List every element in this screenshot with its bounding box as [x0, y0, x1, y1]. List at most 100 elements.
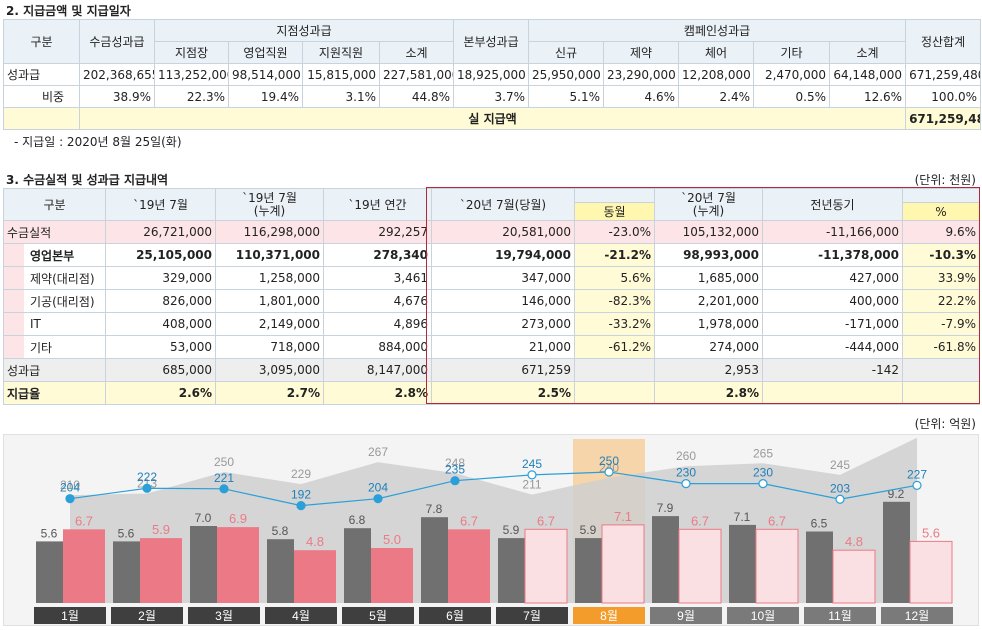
month-label: 6월 [446, 609, 464, 623]
line-point [528, 471, 536, 479]
cell: 98,993,000 [655, 244, 763, 267]
cell: 1,685,000 [655, 267, 763, 290]
bar-gray-6월 [421, 517, 448, 603]
header-jijeomjang: 지점장 [155, 42, 229, 64]
row-label: IT [4, 313, 106, 336]
bar-label-gray: 5.9 [503, 523, 520, 537]
bar-label-pink: 6.9 [229, 511, 247, 526]
cell: 12.6% [830, 86, 906, 108]
performance-table: 구분 `19년 7월 `19년 7월 (누계) `19년 연간 `20년 7월(… [3, 188, 980, 405]
line-label: 204 [60, 481, 80, 495]
cell: 146,000 [432, 290, 575, 313]
bar-pink-12월 [910, 541, 952, 603]
month-label: 1월 [61, 609, 79, 623]
bar-pink-3월 [217, 527, 259, 603]
bar-label-pink: 7.1 [614, 509, 632, 524]
line-label: 203 [830, 481, 850, 495]
bar-label-pink: 6.7 [75, 513, 93, 528]
cell: 116,298,000 [216, 221, 324, 244]
cell: 4,896 [324, 313, 432, 336]
header-gubun3: 구분 [4, 189, 106, 221]
row-label: 지급율 [4, 382, 106, 405]
cell: 113,252,000 [155, 64, 229, 86]
cell: 408,000 [106, 313, 216, 336]
row-label: 기타 [4, 336, 106, 359]
cell: 15,815,000 [303, 64, 380, 86]
month-label: 3월 [215, 609, 233, 623]
header-19jul: `19년 7월 [106, 189, 216, 221]
area-label: 250 [214, 455, 234, 469]
bar-label-gray: 5.6 [118, 526, 135, 540]
cell: -142 [763, 359, 903, 382]
line-label: 227 [907, 467, 927, 481]
cell: 12,208,000 [679, 64, 754, 86]
monthly-chart: 5.6 6.7 5.6 5.9 7.0 6.9 5.8 4.8 6.8 5.0 7.8 6.7 5.9 6… [3, 434, 979, 626]
line-label: 235 [445, 463, 465, 477]
area-label: 229 [291, 467, 311, 481]
header-20cum-1: `20년 7월 [658, 192, 759, 205]
bar-pink-9월 [679, 529, 721, 603]
line-point [759, 480, 767, 488]
table-row: 성과급 685,000 3,095,000 8,147,000 671,259 2,953… [4, 359, 980, 382]
section3-title: 3. 수금실적 및 성과급 지급내역 [6, 171, 168, 188]
area-label: 245 [830, 458, 850, 472]
bar-label-gray: 5.9 [580, 523, 597, 537]
header-sogye: 소계 [380, 42, 454, 64]
cell: 273,000 [432, 313, 575, 336]
cell: 826,000 [106, 290, 216, 313]
table-row: 기공(대리점) 826,000 1,801,000 4,676 146,000 -82.3… [4, 290, 980, 313]
header-blank-2 [903, 189, 980, 203]
line-point [220, 485, 228, 493]
month-label: 11월 [828, 609, 852, 623]
header-bonbu: 본부성과급 [454, 20, 529, 64]
line-label: 204 [368, 481, 388, 495]
cell: -61.2% [575, 336, 655, 359]
header-sogye2: 소계 [830, 42, 906, 64]
bar-label-pink: 4.8 [845, 534, 863, 549]
bar-gray-1월 [36, 541, 63, 603]
table-row: 영업본부 25,105,000 110,371,000 278,340 19,794,0… [4, 244, 980, 267]
bar-pink-5월 [371, 548, 413, 603]
cell [903, 359, 980, 382]
cell: 33.9% [903, 267, 980, 290]
bar-label-gray: 7.1 [734, 510, 751, 524]
cell: -11,378,000 [763, 244, 903, 267]
month-label: 12월 [905, 609, 929, 623]
line-label: 250 [599, 454, 619, 468]
row-label: 기공(대리점) [4, 290, 106, 313]
cell: 202,368,655 [80, 64, 155, 86]
bar-gray-5월 [344, 528, 371, 603]
table-row: 성과급 202,368,655 113,252,000 98,514,000 1… [4, 64, 981, 86]
bar-gray-10월 [729, 525, 756, 603]
actual-payment-row: 실 지급액 671,259,480 [4, 108, 981, 130]
cell: 3,095,000 [216, 359, 324, 382]
header-19jul-cum: `19년 7월 (누계) [216, 189, 324, 221]
line-point [143, 484, 151, 492]
table-row: 지급율 2.6% 2.7% 2.8% 2.5% 2.8% [4, 382, 980, 405]
line-point [605, 468, 613, 476]
bar-label-gray: 7.9 [657, 501, 674, 515]
bar-gray-4월 [267, 539, 294, 603]
row-label: 제약(대리점) [4, 267, 106, 290]
cell: 23,290,000 [604, 64, 679, 86]
cell: 22.2% [903, 290, 980, 313]
cell: 21,000 [432, 336, 575, 359]
bar-label-pink: 5.6 [922, 525, 940, 540]
line-label: 245 [522, 457, 542, 471]
line-point [836, 495, 844, 503]
chart-unit: (단위: 억원) [915, 415, 976, 432]
area-label: 265 [753, 446, 773, 460]
cell: 329,000 [106, 267, 216, 290]
cell: 100.0% [906, 86, 981, 108]
cell: -33.2% [575, 313, 655, 336]
cell: 98,514,000 [229, 64, 303, 86]
cell: 2,953 [655, 359, 763, 382]
cell: 2,149,000 [216, 313, 324, 336]
cell: -21.2% [575, 244, 655, 267]
header-prev-same: 전년동기 [763, 189, 903, 221]
header-19year: `19년 연간 [324, 189, 432, 221]
area-label: 267 [368, 445, 388, 459]
header-arrears: 체어 [679, 42, 754, 64]
row-label: 성과급 [4, 64, 80, 86]
month-label: 5월 [369, 609, 387, 623]
